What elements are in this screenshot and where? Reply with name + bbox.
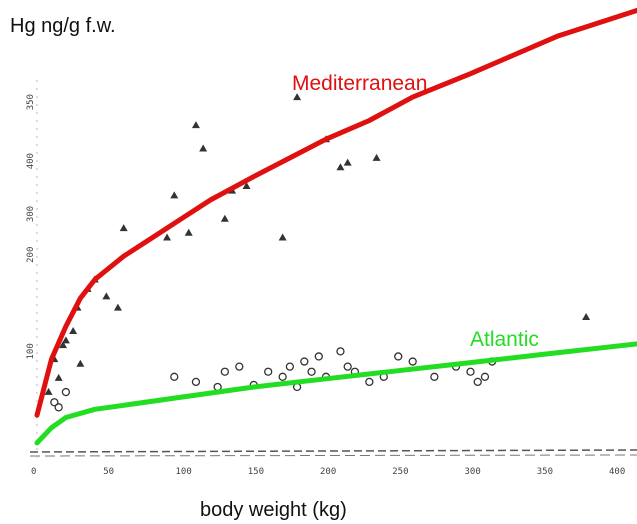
point-1-9 [264, 367, 273, 376]
x-axis-line-2 [29, 454, 637, 457]
y-tick-labels: 100 200 300 400 350 [26, 94, 36, 359]
point-0-2 [69, 327, 78, 335]
x-axis-label: body weight (kg) [200, 499, 347, 521]
point-1-20 [365, 377, 374, 387]
point-1-22 [394, 352, 403, 361]
point-0-14 [220, 214, 229, 222]
point-1-4 [191, 377, 201, 387]
curve-atlantic [34, 341, 637, 446]
series-label-mediterranean: Mediterranean [292, 72, 427, 95]
point-1-2 [61, 387, 71, 397]
point-0-6 [102, 292, 111, 300]
point-1-11 [285, 362, 295, 371]
point-0-16 [242, 181, 251, 189]
x-tick-150: 150 [248, 467, 264, 477]
fit-curves [34, 7, 637, 446]
point-0-21 [343, 158, 352, 166]
point-1-10 [278, 372, 287, 381]
point-1-24 [430, 372, 439, 381]
point-0-23 [582, 312, 591, 320]
point-1-0 [50, 398, 59, 407]
y-tick-350-4: 350 [26, 94, 36, 110]
point-0-22 [372, 153, 381, 161]
point-0-1 [59, 341, 68, 349]
point-0-25 [44, 387, 53, 395]
point-1-23 [408, 357, 417, 366]
point-0-8 [119, 224, 128, 232]
point-0-9 [163, 233, 172, 241]
point-1-6 [220, 367, 230, 376]
point-0-26 [54, 373, 63, 381]
x-tick-labels: 0 50 100 150 200 250 300 350 400 [31, 467, 625, 477]
y-tick-100-0: 100 [26, 343, 36, 359]
x-tick-250: 250 [392, 467, 408, 477]
point-0-17 [278, 233, 287, 241]
point-1-17 [336, 347, 345, 356]
point-1-13 [300, 357, 309, 366]
point-0-20 [336, 163, 345, 171]
point-0-24 [61, 336, 70, 344]
point-1-28 [480, 372, 490, 381]
y-tick-300-2: 300 [26, 206, 36, 222]
x-tick-300: 300 [465, 467, 481, 477]
point-0-12 [191, 121, 200, 129]
point-0-7 [113, 303, 122, 311]
x-tick-200: 200 [320, 467, 336, 477]
point-1-27 [473, 377, 482, 387]
point-1-18 [343, 362, 352, 371]
x-axis-line-1 [29, 449, 637, 453]
series-label-atlantic: Atlantic [470, 328, 539, 351]
y-tick-400-3: 400 [26, 153, 36, 169]
point-0-27 [76, 359, 85, 367]
point-1-15 [314, 352, 323, 361]
point-1-14 [307, 367, 316, 376]
point-0-13 [199, 144, 208, 152]
y-axis-label: Hg ng/g f.w. [10, 15, 116, 37]
point-0-18 [293, 93, 302, 101]
y-tick-200-1: 200 [26, 247, 36, 263]
x-tick-50: 50 [103, 467, 114, 477]
x-tick-350: 350 [537, 467, 553, 477]
point-1-1 [54, 403, 63, 412]
point-0-10 [170, 191, 179, 199]
x-tick-0: 0 [31, 467, 36, 477]
x-tick-100: 100 [176, 467, 192, 477]
x-tick-400: 400 [609, 467, 625, 477]
point-1-3 [170, 372, 179, 381]
point-1-26 [466, 367, 475, 376]
point-0-11 [184, 228, 193, 236]
curve-mediterranean [34, 7, 637, 418]
point-1-7 [235, 362, 244, 371]
